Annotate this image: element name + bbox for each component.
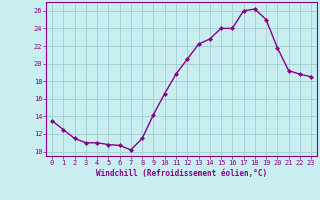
X-axis label: Windchill (Refroidissement éolien,°C): Windchill (Refroidissement éolien,°C) (96, 169, 267, 178)
